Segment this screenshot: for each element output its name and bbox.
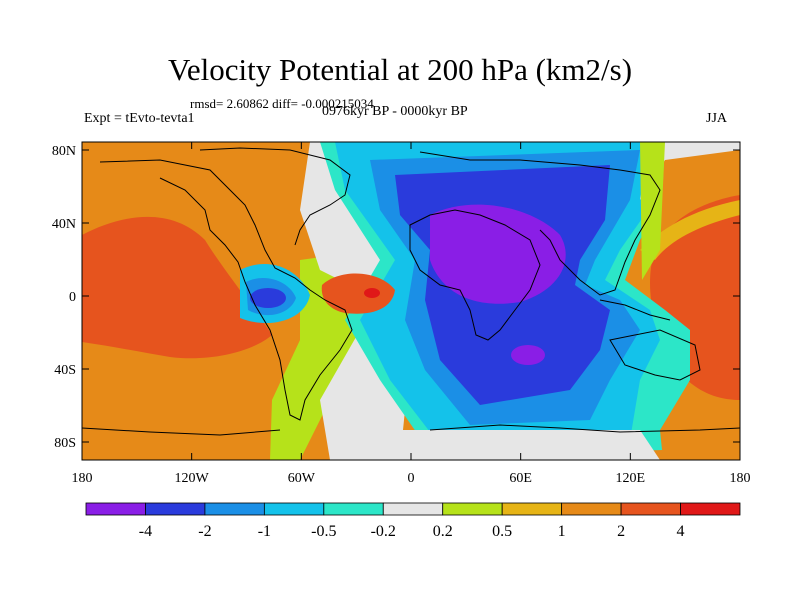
colorbar-label: -4 xyxy=(139,523,152,540)
colorbar-label: 0.2 xyxy=(433,523,453,540)
colorbar-swatch xyxy=(85,502,146,516)
colorbar-swatch xyxy=(680,502,741,516)
colorbar-swatch xyxy=(382,502,444,516)
x-tick-label: 0 xyxy=(408,471,415,486)
season-label: JJA xyxy=(706,111,728,126)
rmsd-diff-label: rmsd= 2.60862 diff= -0.000215034 xyxy=(190,96,374,111)
colorbar-label: 1 xyxy=(558,523,566,540)
colorbar-label: -1 xyxy=(258,523,271,540)
colorbar-swatch xyxy=(204,502,265,516)
x-tick-label: 60W xyxy=(288,471,316,486)
colorbar-label: -2 xyxy=(198,523,211,540)
experiment-label: Expt = tEvto-tevta1 xyxy=(84,111,195,126)
period-label: 0976kyr BP - 0000kyr BP xyxy=(322,104,468,119)
colorbar-label: 4 xyxy=(677,523,685,540)
y-tick-label: 80S xyxy=(54,436,76,451)
x-tick-label: 180 xyxy=(72,471,93,486)
colorbar-swatch xyxy=(145,502,206,516)
colorbar-swatch xyxy=(620,502,681,516)
colorbar-swatch xyxy=(323,502,384,516)
y-tick-label: 0 xyxy=(69,290,76,305)
y-tick-label: 40S xyxy=(54,363,76,378)
y-tick-label: 40N xyxy=(52,217,76,232)
colorbar-swatch xyxy=(263,502,325,516)
contour-field xyxy=(82,142,740,460)
colorbar-swatch xyxy=(561,502,622,516)
colorbar-label: -0.5 xyxy=(311,523,336,540)
colorbar: -4 -2 -1 -0.5 -0.2 0.2 0.5 1 2 4 xyxy=(85,502,741,540)
x-tick-label: 120E xyxy=(616,471,646,486)
colorbar-swatch xyxy=(442,502,503,516)
coastlines xyxy=(82,147,740,436)
x-axis: 180 120W 60W 0 60E 120E 180 xyxy=(72,142,751,486)
y-axis: 80N 40N 0 40S 80S xyxy=(52,144,740,451)
colorbar-swatch xyxy=(501,502,563,516)
colorbar-label: 2 xyxy=(617,523,625,540)
map-title: Velocity Potential at 200 hPa (km2/s) xyxy=(167,52,633,87)
x-tick-label: 180 xyxy=(730,471,751,486)
x-tick-label: 60E xyxy=(509,471,532,486)
colorbar-label: -0.2 xyxy=(371,523,396,540)
colorbar-label: 0.5 xyxy=(492,523,512,540)
y-tick-label: 80N xyxy=(52,144,76,159)
x-tick-label: 120W xyxy=(175,471,210,486)
